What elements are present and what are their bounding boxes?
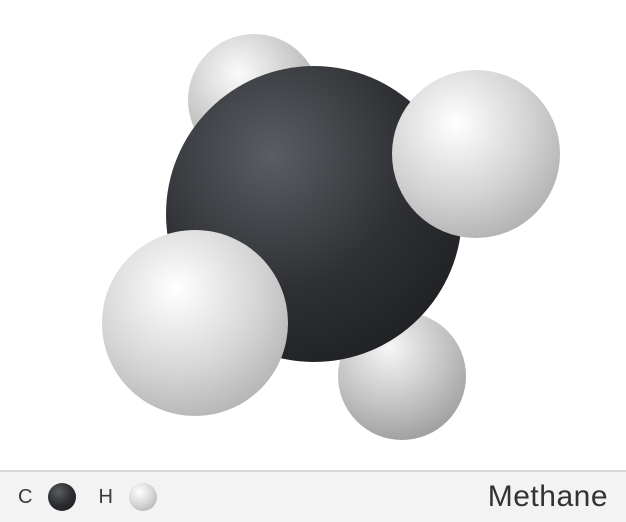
molecule-name: Methane [488, 480, 608, 514]
legend-bar: CH Methane [0, 470, 626, 522]
legend-label-H: H [98, 486, 112, 509]
legend-label-C: C [18, 486, 32, 509]
footer: CH Methane [0, 462, 626, 522]
legend-swatch-C [48, 483, 76, 511]
molecule-canvas [0, 0, 626, 452]
legend-items: CH [18, 483, 173, 511]
legend-swatch-H [129, 483, 157, 511]
atom-H-sphere [102, 230, 288, 416]
atom-H-sphere [392, 70, 560, 238]
